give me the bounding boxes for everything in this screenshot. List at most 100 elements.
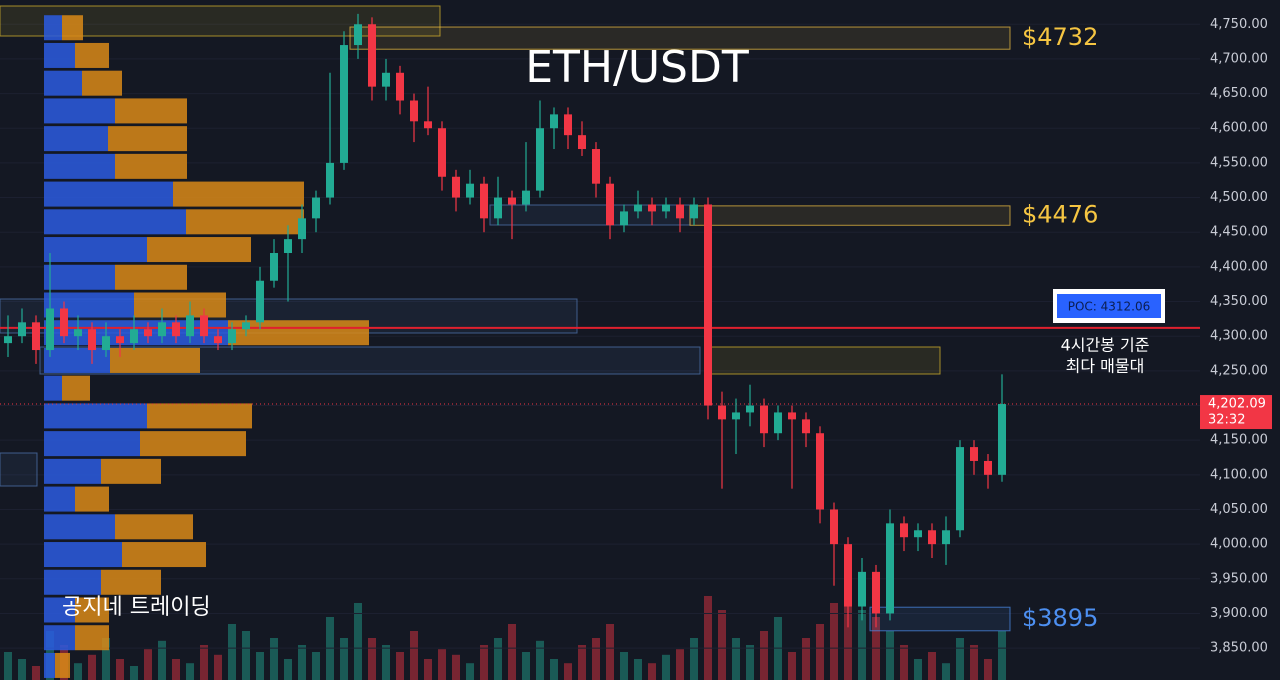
profile-sell — [101, 458, 161, 484]
candle-body — [466, 183, 474, 198]
y-tick-label: 3,850.00 — [1210, 641, 1268, 656]
volume-bar — [466, 663, 474, 680]
profile-sell — [228, 320, 369, 346]
candle-body — [984, 460, 992, 475]
profile-sell — [115, 98, 187, 124]
candle-body — [956, 447, 964, 531]
price-zone — [349, 26, 1011, 50]
zone-box — [704, 346, 941, 375]
candle-body — [382, 72, 390, 87]
profile-buy — [44, 403, 147, 429]
volume-bar — [396, 652, 404, 680]
y-tick-label: 3,950.00 — [1210, 571, 1268, 586]
volume-bar — [522, 652, 530, 680]
y-tick-label: 3,900.00 — [1210, 606, 1268, 621]
volume-bar — [704, 596, 712, 680]
volume-bar — [830, 603, 838, 680]
poc-note: 4시간봉 기준 — [1061, 336, 1150, 355]
candle-body — [928, 530, 936, 545]
volume-bar — [928, 652, 936, 680]
volume-bar — [200, 645, 208, 680]
volume-bar — [970, 645, 978, 680]
candle-body — [662, 204, 670, 212]
profile-buy — [44, 625, 75, 651]
poc-label: POC: 4312.06 — [1068, 300, 1151, 314]
volume-bar — [32, 666, 40, 680]
profile-sell — [75, 625, 109, 651]
volume-bar — [340, 638, 348, 680]
y-tick-label: 4,600.00 — [1210, 121, 1268, 136]
volume-bar — [718, 610, 726, 680]
volume-bar — [116, 659, 124, 680]
volume-bar — [172, 659, 180, 680]
profile-sell — [62, 375, 90, 401]
candle-body — [130, 329, 138, 344]
profile-buy — [44, 98, 115, 124]
candle-body — [942, 530, 950, 545]
volume-bar — [130, 666, 138, 680]
profile-buy — [44, 514, 115, 540]
candle-body — [872, 571, 880, 614]
profile-buy — [44, 347, 110, 373]
price-level-label: $3895 — [1022, 604, 1098, 632]
volume-bar — [620, 652, 628, 680]
profile-sell — [75, 597, 109, 623]
profile-sell — [134, 292, 226, 318]
y-tick-label: 4,300.00 — [1210, 329, 1268, 344]
volume-bar — [816, 624, 824, 680]
zone-box — [489, 204, 691, 226]
candle-body — [886, 523, 894, 614]
y-tick-label: 4,750.00 — [1210, 17, 1268, 32]
profile-sell — [115, 264, 187, 290]
profile-sell — [147, 403, 252, 429]
candle-body — [718, 405, 726, 420]
y-tick-label: 4,150.00 — [1210, 433, 1268, 448]
candle-body — [634, 204, 642, 212]
profile-sell — [147, 237, 251, 263]
volume-bar — [424, 659, 432, 680]
candle-body — [802, 419, 810, 434]
candle-body — [186, 315, 194, 337]
candle-body — [620, 211, 628, 226]
volume-bar — [284, 659, 292, 680]
candle-body — [340, 45, 348, 163]
candle-body — [214, 336, 222, 344]
volume-bar — [858, 610, 866, 680]
y-tick-label: 4,000.00 — [1210, 537, 1268, 552]
profile-buy — [44, 264, 115, 290]
last-price-box — [1200, 395, 1272, 430]
candle-body — [102, 336, 110, 351]
zone-box — [0, 452, 38, 487]
candle-body — [312, 197, 320, 219]
volume-bar — [634, 659, 642, 680]
volume-bar — [900, 645, 908, 680]
volume-bar — [802, 638, 810, 680]
poc-box-inner — [1057, 294, 1161, 318]
volume-bar — [998, 631, 1006, 680]
profile-buy — [44, 153, 115, 179]
candle-body — [396, 72, 404, 101]
y-tick-label: 4,650.00 — [1210, 86, 1268, 101]
candle-body — [690, 204, 698, 219]
candle-body — [410, 100, 418, 122]
candle-body — [508, 197, 516, 205]
candle-body — [438, 128, 446, 177]
volume-layer — [4, 582, 1006, 680]
y-tick-label: 4,550.00 — [1210, 155, 1268, 170]
profile-buy — [44, 542, 122, 568]
candle-body — [550, 114, 558, 129]
price-zone — [869, 606, 1011, 632]
candle-body — [18, 322, 26, 337]
candle-body — [144, 329, 152, 337]
volume-bar — [648, 663, 656, 680]
volume-bar — [410, 631, 418, 680]
volume-bar — [494, 638, 502, 680]
candle-body — [354, 24, 362, 46]
volume-bar — [382, 645, 390, 680]
chart-title: ETH/USDT — [525, 42, 749, 93]
volume-bar — [438, 649, 446, 680]
candle-body — [774, 412, 782, 434]
y-tick-label: 4,500.00 — [1210, 190, 1268, 205]
volume-bar — [368, 638, 376, 680]
profile-buy — [44, 15, 62, 41]
